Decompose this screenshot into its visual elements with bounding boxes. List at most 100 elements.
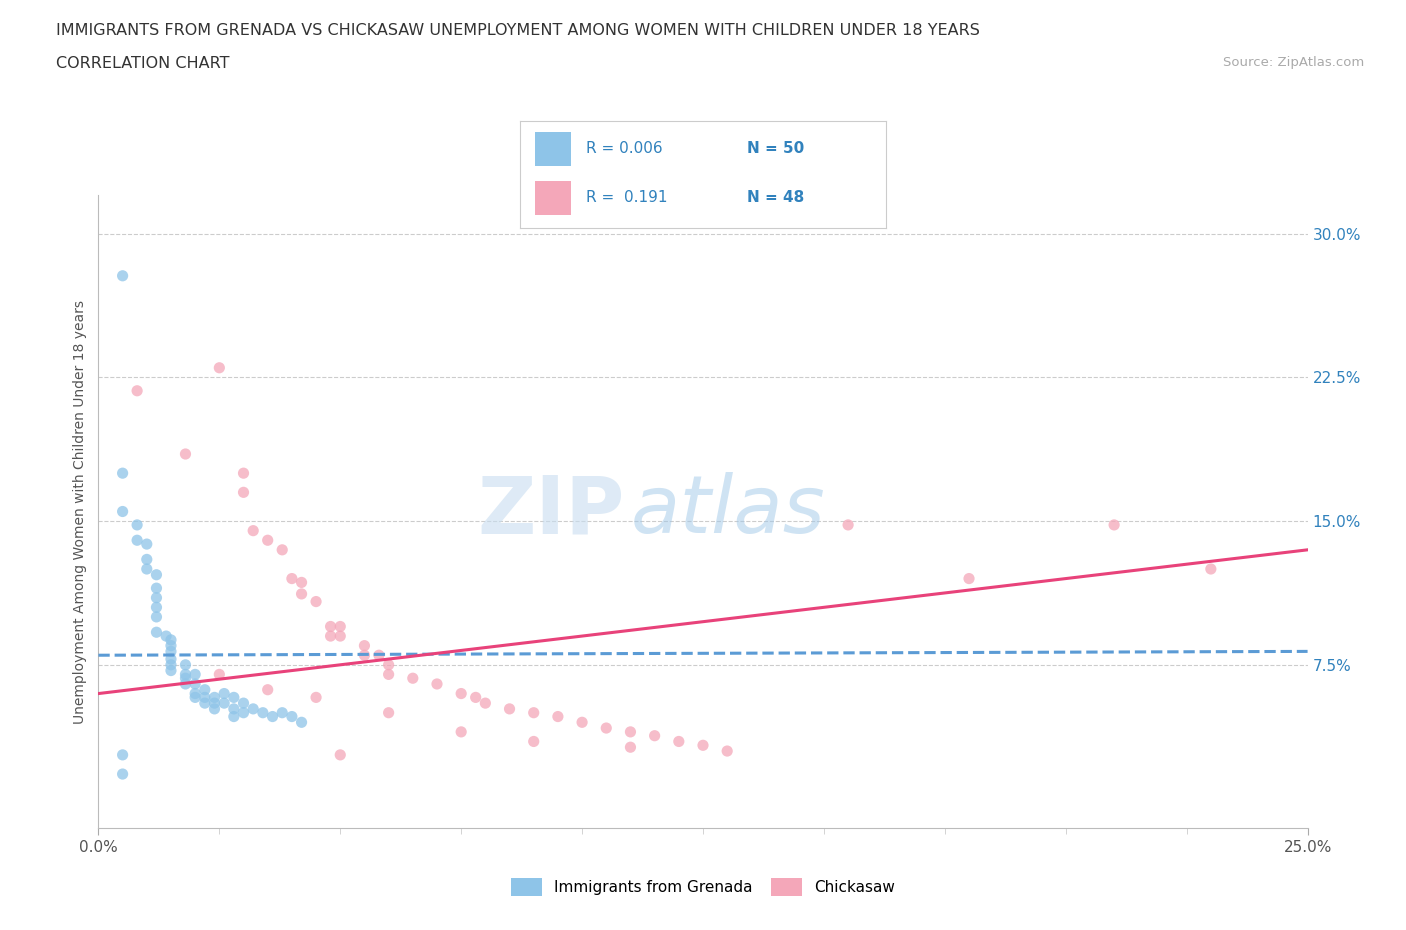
- Point: [184, 667, 207, 682]
- Bar: [534, 131, 571, 166]
- Point: [619, 739, 641, 754]
- Point: [232, 485, 254, 499]
- Point: [174, 446, 197, 461]
- Point: [212, 696, 235, 711]
- Point: [668, 734, 690, 749]
- Point: [232, 696, 254, 711]
- Point: [222, 690, 245, 705]
- Point: [184, 686, 207, 701]
- Point: [957, 571, 980, 586]
- Point: [135, 562, 157, 577]
- Point: [319, 619, 342, 634]
- Point: [1199, 562, 1222, 577]
- Point: [619, 724, 641, 739]
- Point: [184, 690, 207, 705]
- Point: [160, 663, 183, 678]
- Point: [644, 728, 666, 743]
- Point: [204, 696, 226, 711]
- Point: [377, 667, 399, 682]
- Y-axis label: Unemployment Among Women with Children Under 18 years: Unemployment Among Women with Children U…: [73, 299, 87, 724]
- Point: [692, 737, 714, 752]
- Point: [111, 269, 134, 284]
- Point: [281, 709, 304, 724]
- Point: [160, 638, 183, 653]
- Point: [160, 644, 183, 658]
- Point: [402, 671, 425, 685]
- Point: [1102, 517, 1125, 532]
- Point: [145, 609, 167, 624]
- Point: [290, 575, 312, 590]
- Point: [174, 676, 197, 691]
- Point: [595, 721, 617, 736]
- Point: [194, 696, 217, 711]
- Point: [212, 686, 235, 701]
- Point: [281, 571, 304, 586]
- Point: [377, 705, 399, 720]
- Text: Source: ZipAtlas.com: Source: ZipAtlas.com: [1223, 56, 1364, 69]
- Point: [252, 705, 274, 720]
- Point: [135, 537, 157, 551]
- Point: [160, 658, 183, 672]
- Point: [160, 632, 183, 647]
- Point: [242, 524, 264, 538]
- Point: [222, 709, 245, 724]
- Point: [111, 504, 134, 519]
- Point: [319, 629, 342, 644]
- Text: atlas: atlas: [630, 472, 825, 551]
- Point: [329, 748, 352, 763]
- Point: [222, 701, 245, 716]
- Point: [271, 705, 294, 720]
- Point: [837, 517, 859, 532]
- Point: [368, 648, 391, 663]
- Point: [111, 748, 134, 763]
- Point: [194, 683, 217, 698]
- Point: [290, 587, 312, 602]
- Point: [145, 567, 167, 582]
- Point: [353, 648, 375, 663]
- Point: [329, 629, 352, 644]
- Point: [547, 709, 569, 724]
- Text: N = 50: N = 50: [747, 141, 804, 156]
- Point: [232, 705, 254, 720]
- Point: [290, 715, 312, 730]
- Text: ZIP: ZIP: [477, 472, 624, 551]
- Point: [127, 517, 149, 532]
- Point: [145, 580, 167, 595]
- Point: [155, 629, 177, 644]
- Text: CORRELATION CHART: CORRELATION CHART: [56, 56, 229, 71]
- Point: [329, 619, 352, 634]
- Point: [135, 552, 157, 567]
- Point: [256, 683, 278, 698]
- Point: [498, 701, 520, 716]
- Point: [305, 594, 328, 609]
- Point: [450, 686, 472, 701]
- Point: [305, 690, 328, 705]
- Point: [204, 690, 226, 705]
- Text: IMMIGRANTS FROM GRENADA VS CHICKASAW UNEMPLOYMENT AMONG WOMEN WITH CHILDREN UNDE: IMMIGRANTS FROM GRENADA VS CHICKASAW UNE…: [56, 23, 980, 38]
- Point: [174, 667, 197, 682]
- Text: R =  0.191: R = 0.191: [586, 191, 668, 206]
- Point: [111, 466, 134, 481]
- Point: [111, 766, 134, 781]
- Point: [174, 671, 197, 685]
- Text: N = 48: N = 48: [747, 191, 804, 206]
- Point: [474, 696, 496, 711]
- Point: [127, 533, 149, 548]
- Point: [262, 709, 284, 724]
- Point: [353, 638, 375, 653]
- Point: [208, 360, 231, 375]
- Text: R = 0.006: R = 0.006: [586, 141, 662, 156]
- Point: [174, 658, 197, 672]
- Point: [450, 724, 472, 739]
- Point: [232, 466, 254, 481]
- Point: [242, 701, 264, 716]
- Point: [145, 625, 167, 640]
- Legend: Immigrants from Grenada, Chickasaw: Immigrants from Grenada, Chickasaw: [505, 871, 901, 902]
- Point: [523, 734, 546, 749]
- Point: [256, 533, 278, 548]
- Point: [464, 690, 486, 705]
- Bar: [534, 180, 571, 215]
- Point: [271, 542, 294, 557]
- Point: [377, 658, 399, 672]
- Point: [523, 705, 546, 720]
